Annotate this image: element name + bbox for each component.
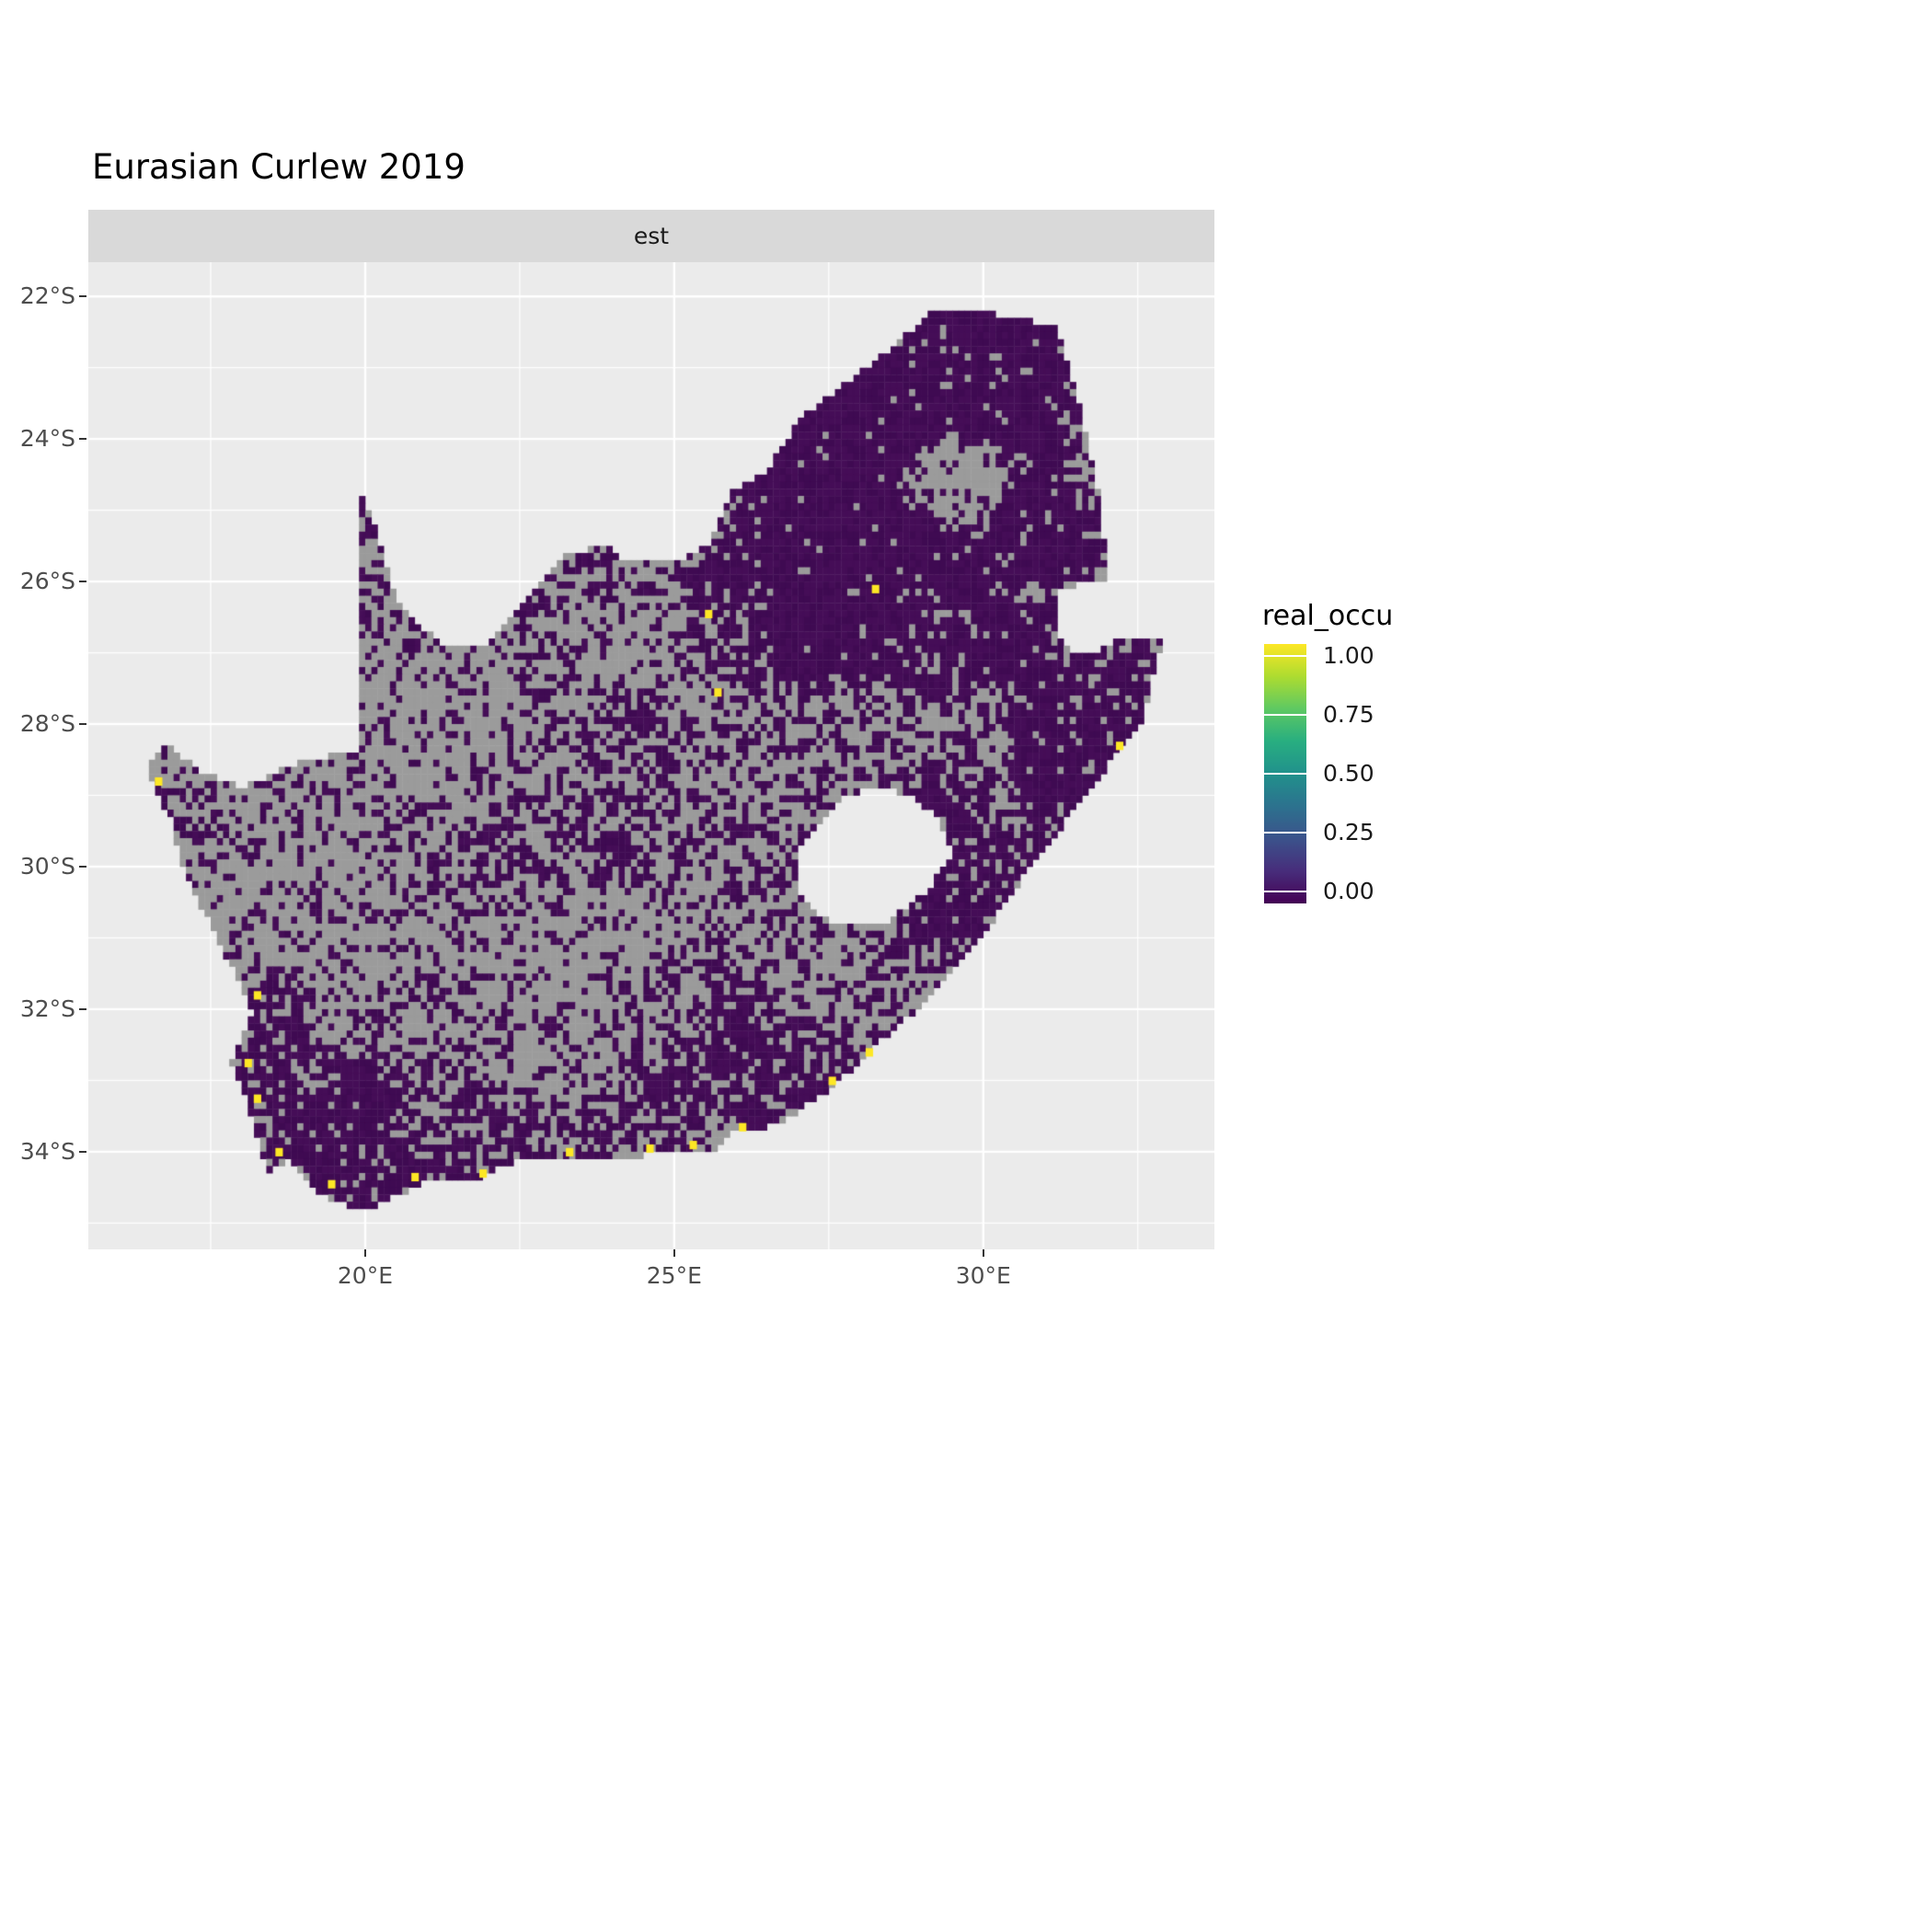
legend-tick-mark [1264, 772, 1306, 776]
y-tick-mark [79, 722, 86, 726]
y-tick-label: 34°S [19, 1137, 75, 1165]
y-tick-label: 28°S [19, 710, 75, 738]
legend-tick-mark [1264, 890, 1306, 893]
y-tick-mark [79, 580, 86, 583]
x-tick-mark [982, 1249, 984, 1257]
x-tick-mark [363, 1249, 367, 1257]
y-tick-label: 30°S [19, 852, 75, 880]
legend-tick-mark [1264, 831, 1306, 834]
plot-title: Eurasian Curlew 2019 [92, 147, 466, 187]
map-panel [88, 262, 1214, 1249]
y-tick-label: 22°S [19, 282, 75, 310]
x-tick-label: 30°E [955, 1262, 1011, 1289]
legend-tick-label: 1.00 [1323, 642, 1374, 669]
y-tick-mark [79, 294, 86, 298]
legend-tick-label: 0.25 [1323, 819, 1374, 845]
facet-strip: est [88, 210, 1214, 262]
x-tick-label: 20°E [337, 1262, 393, 1289]
legend-colorbar [1264, 644, 1306, 903]
legend-tick-label: 0.00 [1323, 878, 1374, 904]
y-tick-mark [79, 1007, 86, 1011]
legend-tick-label: 0.75 [1323, 701, 1374, 728]
legend-tick-mark [1264, 713, 1306, 717]
legend-tick-label: 0.50 [1323, 760, 1374, 787]
legend-tick-mark [1264, 654, 1306, 658]
y-tick-mark [79, 865, 86, 868]
y-tick-mark [79, 1150, 86, 1154]
x-tick-mark [673, 1249, 676, 1257]
y-tick-label: 24°S [19, 425, 75, 453]
legend-title: real_occu [1262, 600, 1394, 632]
x-tick-label: 25°E [646, 1262, 702, 1289]
facet-strip-label: est [633, 223, 670, 249]
y-tick-label: 32°S [19, 995, 75, 1022]
y-tick-label: 26°S [19, 568, 75, 595]
y-tick-mark [79, 437, 86, 441]
